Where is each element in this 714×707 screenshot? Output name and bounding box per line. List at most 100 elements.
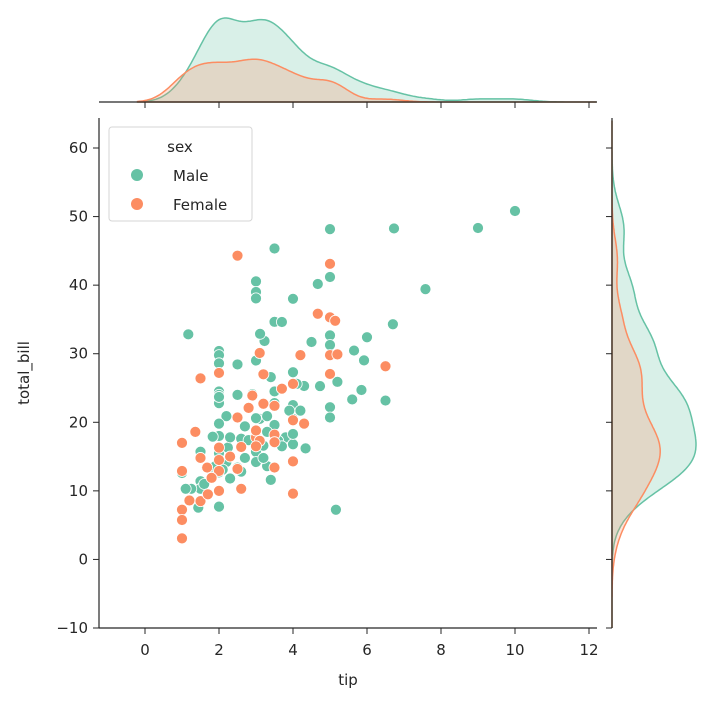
point-female (253, 347, 266, 359)
point-female (213, 367, 225, 379)
point-male (509, 205, 521, 217)
point-male (213, 417, 225, 430)
point-female (298, 417, 311, 430)
point-female (287, 455, 299, 468)
y-axis-label: total_bill (15, 341, 34, 405)
y-tick-label: 60 (69, 139, 88, 157)
point-male (250, 292, 262, 305)
x-tick-label: 4 (288, 641, 298, 659)
point-female (268, 436, 281, 449)
y-tick-label: 40 (69, 276, 88, 294)
point-female (183, 494, 196, 507)
kde-total-bill-male (611, 120, 697, 628)
point-female (235, 482, 248, 495)
point-female (176, 532, 188, 545)
point-male (419, 283, 432, 296)
x-tick-label: 2 (214, 641, 224, 659)
point-male (231, 358, 244, 371)
point-female (287, 377, 299, 390)
x-tick-label: 10 (505, 641, 524, 659)
point-male (254, 327, 266, 340)
point-male (346, 393, 359, 406)
legend-marker-male (131, 169, 143, 181)
point-male (287, 366, 299, 379)
point-male (182, 328, 195, 341)
point-male (324, 411, 336, 424)
point-female (231, 411, 244, 424)
point-female (176, 514, 188, 526)
point-female (331, 348, 344, 361)
kde-tip-male (136, 17, 597, 103)
legend-marker-female (131, 198, 143, 210)
point-male (330, 503, 342, 516)
point-male (324, 401, 336, 414)
point-female (294, 349, 307, 361)
point-female (213, 441, 225, 454)
point-female (231, 463, 244, 475)
y-tick-label: −10 (56, 619, 88, 637)
point-female (268, 461, 281, 474)
point-female (231, 249, 244, 262)
point-female (176, 503, 188, 516)
y-tick-label: 50 (69, 208, 88, 226)
point-male (287, 438, 299, 451)
point-male (355, 384, 368, 396)
point-male (257, 452, 270, 464)
point-female (194, 452, 207, 464)
point-female (224, 450, 237, 463)
point-male (361, 331, 373, 344)
point-female (194, 495, 207, 508)
point-male (224, 431, 237, 444)
point-female (268, 399, 281, 412)
axes: 0 2 4 6 8 10 12 −10 0 10 20 30 40 50 60 (56, 101, 613, 659)
point-female (257, 397, 270, 410)
point-female (213, 484, 225, 497)
x-tick-label: 6 (362, 641, 372, 659)
point-male (250, 412, 262, 425)
point-male (299, 442, 312, 455)
point-male (268, 242, 281, 255)
point-female (379, 360, 392, 373)
point-female (329, 314, 342, 327)
point-female (246, 389, 259, 402)
point-male (388, 222, 400, 235)
point-female (189, 425, 202, 438)
point-male (250, 275, 262, 288)
legend-label-male: Male (173, 167, 209, 185)
point-male (314, 380, 326, 392)
point-male (179, 482, 192, 495)
point-male (206, 430, 219, 443)
point-female (194, 372, 207, 385)
point-male (348, 344, 360, 357)
x-tick-label: 0 (140, 641, 150, 659)
point-female (275, 382, 288, 395)
point-male (379, 394, 392, 407)
point-female (176, 465, 188, 477)
point-female (311, 307, 324, 320)
point-male (311, 278, 324, 290)
point-female (205, 471, 218, 484)
point-male (275, 316, 288, 328)
point-female (287, 414, 299, 427)
point-male (213, 500, 225, 513)
point-female (324, 368, 336, 380)
x-tick-label: 8 (436, 641, 446, 659)
point-male (264, 473, 277, 486)
y-tick-label: 20 (69, 413, 88, 431)
point-female (235, 441, 248, 453)
legend-title: sex (167, 138, 193, 156)
point-female (176, 436, 188, 449)
point-male (294, 404, 307, 417)
right-marginal-kde (611, 120, 697, 628)
x-axis-label: tip (338, 671, 358, 689)
point-male (324, 223, 336, 236)
legend-frame (108, 126, 253, 222)
point-male (324, 271, 336, 283)
point-female (257, 368, 270, 381)
x-tick-label: 12 (579, 641, 598, 659)
point-male (287, 292, 299, 305)
y-tick-label: 10 (69, 482, 88, 500)
y-tick-label: 0 (78, 550, 88, 568)
point-male (231, 388, 244, 401)
